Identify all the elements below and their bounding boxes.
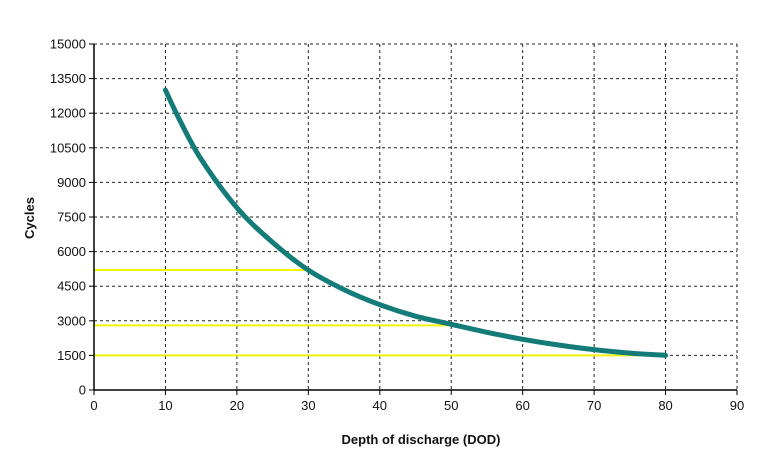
y-tick-label: 13500 xyxy=(50,71,86,86)
y-tick-label: 0 xyxy=(79,383,86,398)
x-tick-label: 60 xyxy=(515,398,529,413)
y-tick-label: 7500 xyxy=(57,210,86,225)
series-line xyxy=(162,87,669,358)
y-tick-label: 1500 xyxy=(57,348,86,363)
x-tick-label: 70 xyxy=(587,398,601,413)
x-tick-label: 20 xyxy=(230,398,244,413)
x-tick-label: 80 xyxy=(658,398,672,413)
x-axis-title: Depth of discharge (DOD) xyxy=(342,432,501,447)
tick-labels: 0 10 20 30 40 50 60 70 80 90 0 1500 3000 4500 6000 7500… xyxy=(50,37,744,414)
y-tick-label: 9000 xyxy=(57,175,86,190)
y-axis-title: Cycles xyxy=(22,197,37,239)
y-tick-label: 15000 xyxy=(50,37,86,52)
y-tick-label: 6000 xyxy=(57,244,86,259)
y-tick-label: 10500 xyxy=(50,140,86,155)
x-tick-label: 40 xyxy=(373,398,387,413)
reference-lines xyxy=(94,269,666,357)
axes xyxy=(89,43,738,395)
x-tick-label: 90 xyxy=(730,398,744,413)
x-tick-label: 10 xyxy=(158,398,172,413)
x-tick-label: 50 xyxy=(444,398,458,413)
y-tick-label: 3000 xyxy=(57,313,86,328)
x-tick-label: 30 xyxy=(301,398,315,413)
y-tick-label: 4500 xyxy=(57,279,86,294)
y-tick-label: 12000 xyxy=(50,106,86,121)
x-tick-label: 0 xyxy=(90,398,97,413)
series-layer xyxy=(162,87,669,358)
grid xyxy=(94,43,738,390)
